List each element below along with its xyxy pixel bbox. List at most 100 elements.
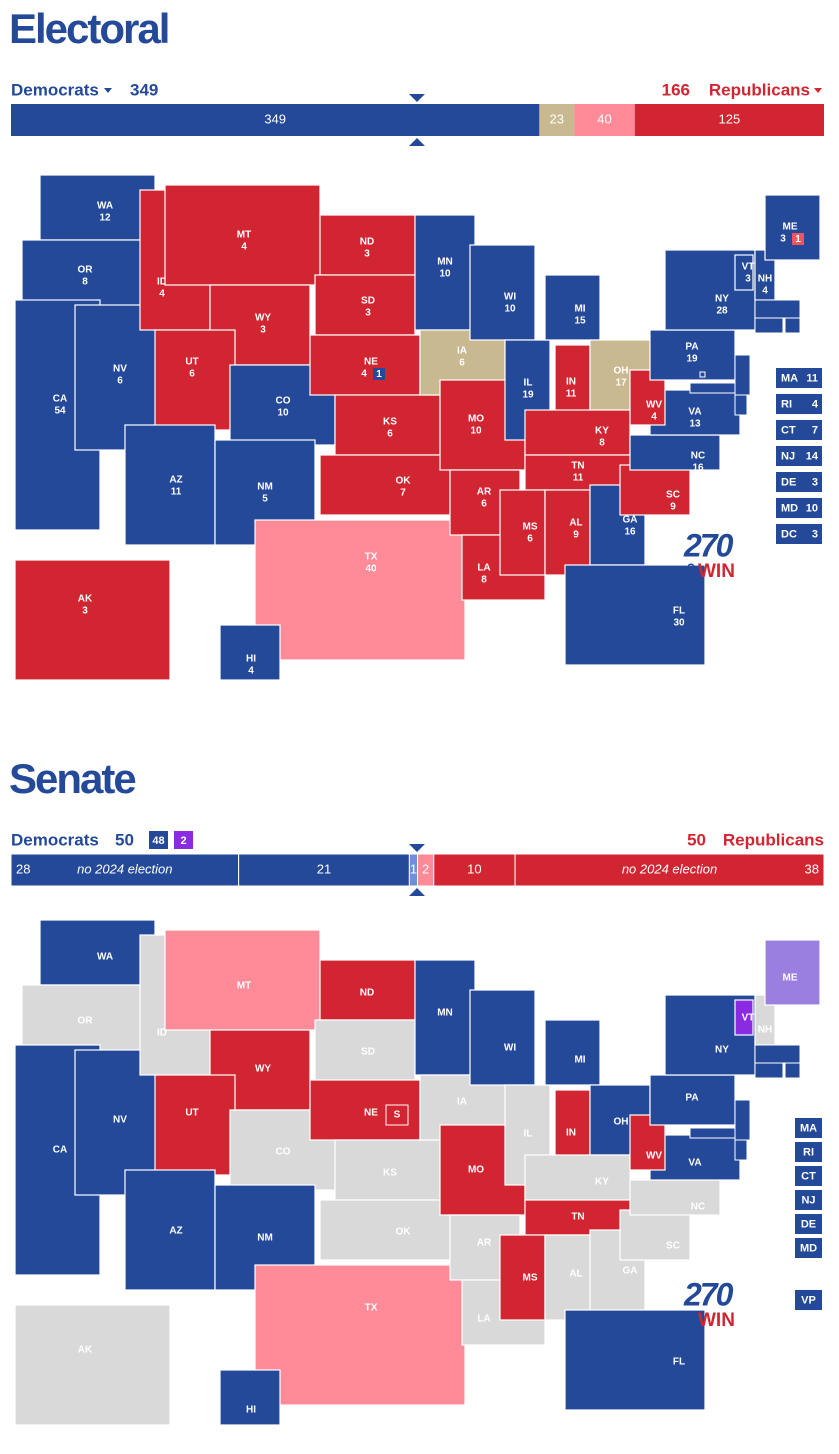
state-shape[interactable]	[754, 299, 801, 319]
state-label: AZ	[169, 1226, 182, 1237]
state-votes: 6	[189, 369, 195, 380]
state-shape[interactable]	[649, 1074, 736, 1126]
state-label: OR	[78, 1016, 94, 1027]
state-shape[interactable]	[764, 194, 821, 261]
state-shape[interactable]	[564, 1309, 706, 1411]
state-shape[interactable]	[734, 1099, 751, 1141]
state-label: OK	[396, 1227, 412, 1238]
state-shape[interactable]	[154, 329, 236, 431]
state-shape[interactable]	[254, 519, 466, 661]
state-shape[interactable]	[754, 1044, 801, 1064]
state-label: NY	[715, 1045, 729, 1056]
state-shape[interactable]	[469, 244, 536, 341]
state-shape[interactable]	[544, 489, 591, 576]
state-shape[interactable]	[499, 489, 546, 576]
state-shape[interactable]	[414, 959, 476, 1076]
state-label: NC	[691, 451, 705, 462]
state-shape[interactable]	[524, 1154, 631, 1201]
state-shape[interactable]	[499, 1234, 546, 1321]
state-shape[interactable]	[629, 434, 721, 471]
side-state-box[interactable]	[776, 498, 822, 518]
vp-box[interactable]	[795, 1290, 822, 1310]
state-shape[interactable]	[734, 1139, 748, 1161]
state-label: AK	[78, 1345, 93, 1356]
state-shape[interactable]	[14, 559, 171, 681]
state-shape[interactable]	[309, 1079, 421, 1141]
logo-to: TO	[687, 1312, 698, 1326]
side-state-box[interactable]	[795, 1190, 822, 1210]
side-state-box[interactable]	[776, 368, 822, 388]
state-shape[interactable]	[699, 371, 706, 378]
bar-value: 38	[805, 861, 819, 876]
side-state-box[interactable]	[795, 1238, 822, 1258]
state-label: MS	[523, 1273, 538, 1284]
state-shape[interactable]	[164, 184, 321, 286]
state-shape[interactable]	[564, 564, 706, 666]
rep-label[interactable]: Republicans	[709, 80, 810, 99]
state-label: KS	[383, 417, 397, 428]
state-votes: 6	[387, 429, 393, 440]
dem-label[interactable]: Democrats	[11, 830, 99, 849]
side-state-box[interactable]	[776, 446, 822, 466]
state-shape[interactable]	[734, 999, 754, 1036]
state-shape[interactable]	[544, 274, 601, 341]
state-shape[interactable]	[309, 334, 421, 396]
state-shape[interactable]	[784, 1062, 801, 1079]
side-state-label: MD	[800, 1242, 817, 1254]
side-state-box[interactable]	[776, 524, 822, 544]
state-shape[interactable]	[319, 214, 416, 276]
state-shape[interactable]	[784, 317, 801, 334]
state-votes: 11	[171, 487, 182, 498]
state-shape[interactable]	[764, 939, 821, 1006]
state-shape[interactable]	[754, 1062, 784, 1079]
state-shape[interactable]	[319, 1199, 451, 1261]
state-shape[interactable]	[619, 1209, 691, 1261]
state-shape[interactable]	[154, 1074, 236, 1176]
state-shape[interactable]	[469, 989, 536, 1086]
state-label: TX	[365, 552, 378, 563]
state-shape[interactable]	[524, 409, 631, 456]
state-label: KY	[595, 1177, 609, 1188]
state-votes: 9	[670, 502, 676, 513]
state-label: AL	[569, 518, 582, 529]
state-votes: 4	[651, 412, 657, 423]
dem-label[interactable]: Democrats	[11, 80, 99, 99]
side-state-box[interactable]	[795, 1142, 822, 1162]
rep-label[interactable]: Republicans	[723, 830, 824, 849]
state-votes: 30	[673, 618, 685, 629]
side-state-box[interactable]	[776, 394, 822, 414]
state-shape[interactable]	[414, 214, 476, 331]
state-shape[interactable]	[254, 1264, 466, 1406]
state-shape[interactable]	[689, 382, 736, 394]
state-shape[interactable]	[734, 254, 754, 291]
state-shape[interactable]	[619, 464, 691, 516]
side-state-box[interactable]	[795, 1214, 822, 1234]
side-state-box[interactable]	[795, 1166, 822, 1186]
side-state-votes: 10	[806, 502, 818, 514]
state-shape[interactable]	[219, 624, 281, 681]
split-badge	[792, 233, 804, 245]
state-shape[interactable]	[689, 1127, 736, 1139]
seat-badge	[149, 831, 168, 849]
midpoint-marker	[409, 138, 425, 146]
state-label: PA	[685, 1093, 698, 1104]
state-shape[interactable]	[39, 174, 156, 241]
state-shape[interactable]	[334, 1139, 441, 1201]
state-shape[interactable]	[124, 424, 216, 546]
state-shape[interactable]	[319, 959, 416, 1021]
side-state-box[interactable]	[795, 1118, 822, 1138]
state-shape[interactable]	[124, 1169, 216, 1291]
state-shape[interactable]	[219, 1369, 281, 1426]
state-shape[interactable]	[734, 394, 748, 416]
state-shape[interactable]	[319, 454, 451, 516]
state-shape[interactable]	[544, 1234, 591, 1321]
state-shape[interactable]	[544, 1019, 601, 1086]
state-shape[interactable]	[754, 317, 784, 334]
side-state-box[interactable]	[776, 420, 822, 440]
state-shape[interactable]	[14, 1304, 171, 1426]
logo-number: 270	[683, 527, 734, 563]
state-shape[interactable]	[734, 354, 751, 396]
side-state-box[interactable]	[776, 472, 822, 492]
state-shape[interactable]	[629, 1179, 721, 1216]
